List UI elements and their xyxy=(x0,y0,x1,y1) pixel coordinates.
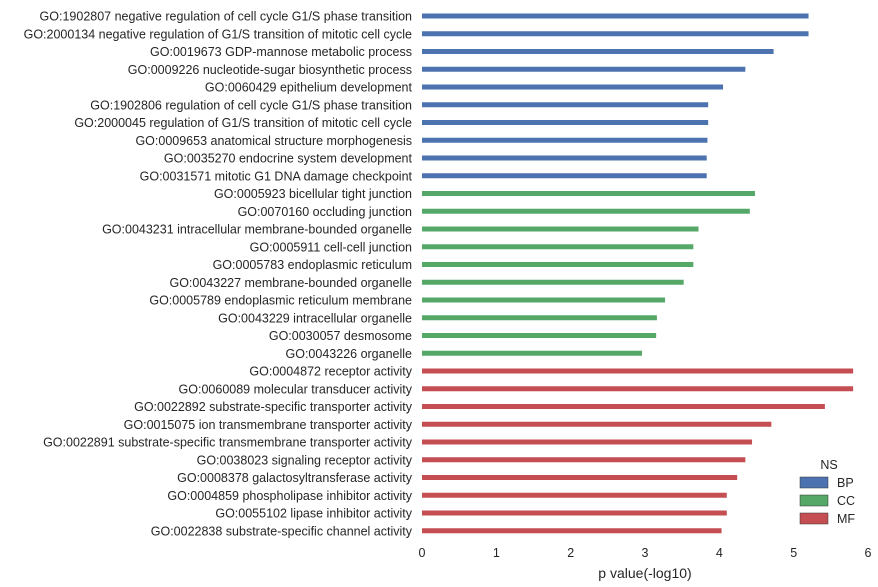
category-label: GO:0008378 galactosyltransferase activit… xyxy=(177,471,413,485)
category-label: GO:0009653 anatomical structure morphoge… xyxy=(135,134,412,148)
category-label: GO:0009226 nucleotide-sugar biosynthetic… xyxy=(128,63,412,77)
category-label: GO:0030057 desmosome xyxy=(269,329,412,343)
bar-mf xyxy=(422,421,772,427)
x-tick-label: 3 xyxy=(642,546,649,560)
x-tick-label: 6 xyxy=(865,546,872,560)
bar-cc xyxy=(422,279,684,285)
category-label: GO:2000134 negative regulation of G1/S t… xyxy=(24,27,412,41)
category-label: GO:0035270 endocrine system development xyxy=(164,152,413,166)
x-tick-label: 2 xyxy=(567,546,574,560)
x-tick-label: 5 xyxy=(790,546,797,560)
category-label: GO:0038023 signaling receptor activity xyxy=(197,453,413,467)
category-label: GO:0019673 GDP-mannose metabolic process xyxy=(150,45,412,59)
bar-mf xyxy=(422,457,746,463)
bar-cc xyxy=(422,262,694,267)
category-label: GO:0043227 membrane-bounded organelle xyxy=(169,276,412,290)
legend-swatch-bp xyxy=(799,476,829,489)
category-label: GO:0005783 endoplasmic reticulum xyxy=(213,258,412,272)
category-label: GO:0004859 phospholipase inhibitor activ… xyxy=(167,489,412,503)
bar-bp xyxy=(422,31,809,37)
bar-cc xyxy=(422,297,666,303)
bar-mf xyxy=(422,404,825,409)
x-axis-title: p value(-log10) xyxy=(598,565,691,581)
category-label: GO:0070160 occluding junction xyxy=(238,205,412,219)
bar-mf xyxy=(422,475,738,480)
category-label: GO:0043231 intracellular membrane-bounde… xyxy=(102,223,412,237)
bar-cc xyxy=(422,333,657,338)
bar-cc xyxy=(422,350,643,356)
x-tick-label: 1 xyxy=(493,546,500,560)
category-label: GO:0015075 ion transmembrane transporter… xyxy=(124,418,413,432)
bar-mf xyxy=(422,386,854,392)
category-label: GO:0005911 cell-cell junction xyxy=(250,240,412,254)
bar-bp xyxy=(422,102,709,108)
bar-bp xyxy=(422,49,774,54)
category-label: GO:2000045 regulation of G1/S transition… xyxy=(74,116,412,130)
legend-swatch-mf xyxy=(799,512,829,525)
bar-bp xyxy=(422,13,809,19)
category-label: GO:0005923 bicellular tight junction xyxy=(214,187,412,201)
category-label: GO:0022838 substrate-specific channel ac… xyxy=(151,524,413,538)
category-label: GO:0060089 molecular transducer activity xyxy=(179,382,413,396)
bars-layer xyxy=(422,13,854,534)
category-label: GO:0004872 receptor activity xyxy=(249,365,412,379)
bar-bp xyxy=(422,173,707,179)
legend-label-cc: CC xyxy=(837,494,855,508)
bar-bp xyxy=(422,66,746,72)
legend-items: BP CC MF xyxy=(799,476,855,526)
category-labels: GO:1902807 negative regulation of cell c… xyxy=(24,10,413,539)
category-label: GO:1902806 regulation of cell cycle G1/S… xyxy=(90,98,412,112)
bar-cc xyxy=(422,315,657,321)
legend-title: NS xyxy=(820,458,837,472)
category-label: GO:0022891 substrate-specific transmembr… xyxy=(43,436,413,450)
bar-cc xyxy=(422,226,699,232)
bar-bp xyxy=(422,137,708,143)
bar-mf xyxy=(422,368,854,374)
category-label: GO:0022892 substrate-specific transporte… xyxy=(134,400,413,414)
bar-mf xyxy=(422,439,753,445)
category-label: GO:1902807 negative regulation of cell c… xyxy=(40,10,412,24)
bar-mf xyxy=(422,510,727,516)
bar-bp xyxy=(422,120,709,125)
category-label: GO:0005789 endoplasmic reticulum membran… xyxy=(149,294,412,308)
bar-cc xyxy=(422,208,750,214)
legend: NS BP CC MF xyxy=(799,458,855,526)
legend-label-mf: MF xyxy=(837,512,855,526)
category-label: GO:0055102 lipase inhibitor activity xyxy=(215,507,412,521)
bar-bp xyxy=(422,155,707,161)
bar-mf xyxy=(422,528,722,534)
x-axis-ticks: 0 1 2 3 4 5 6 xyxy=(419,546,872,560)
bar-cc xyxy=(422,244,694,250)
legend-label-bp: BP xyxy=(837,476,854,490)
bar-mf xyxy=(422,492,727,498)
legend-swatch-cc xyxy=(799,494,829,507)
category-label: GO:0043229 intracellular organelle xyxy=(218,311,412,325)
bar-bp xyxy=(422,84,724,90)
x-tick-label: 0 xyxy=(419,546,426,560)
category-label: GO:0043226 organelle xyxy=(286,347,413,361)
bar-cc xyxy=(422,191,756,196)
category-label: GO:0031571 mitotic G1 DNA damage checkpo… xyxy=(140,169,413,183)
x-tick-label: 4 xyxy=(716,546,723,560)
category-label: GO:0060429 epithelium development xyxy=(205,81,413,95)
